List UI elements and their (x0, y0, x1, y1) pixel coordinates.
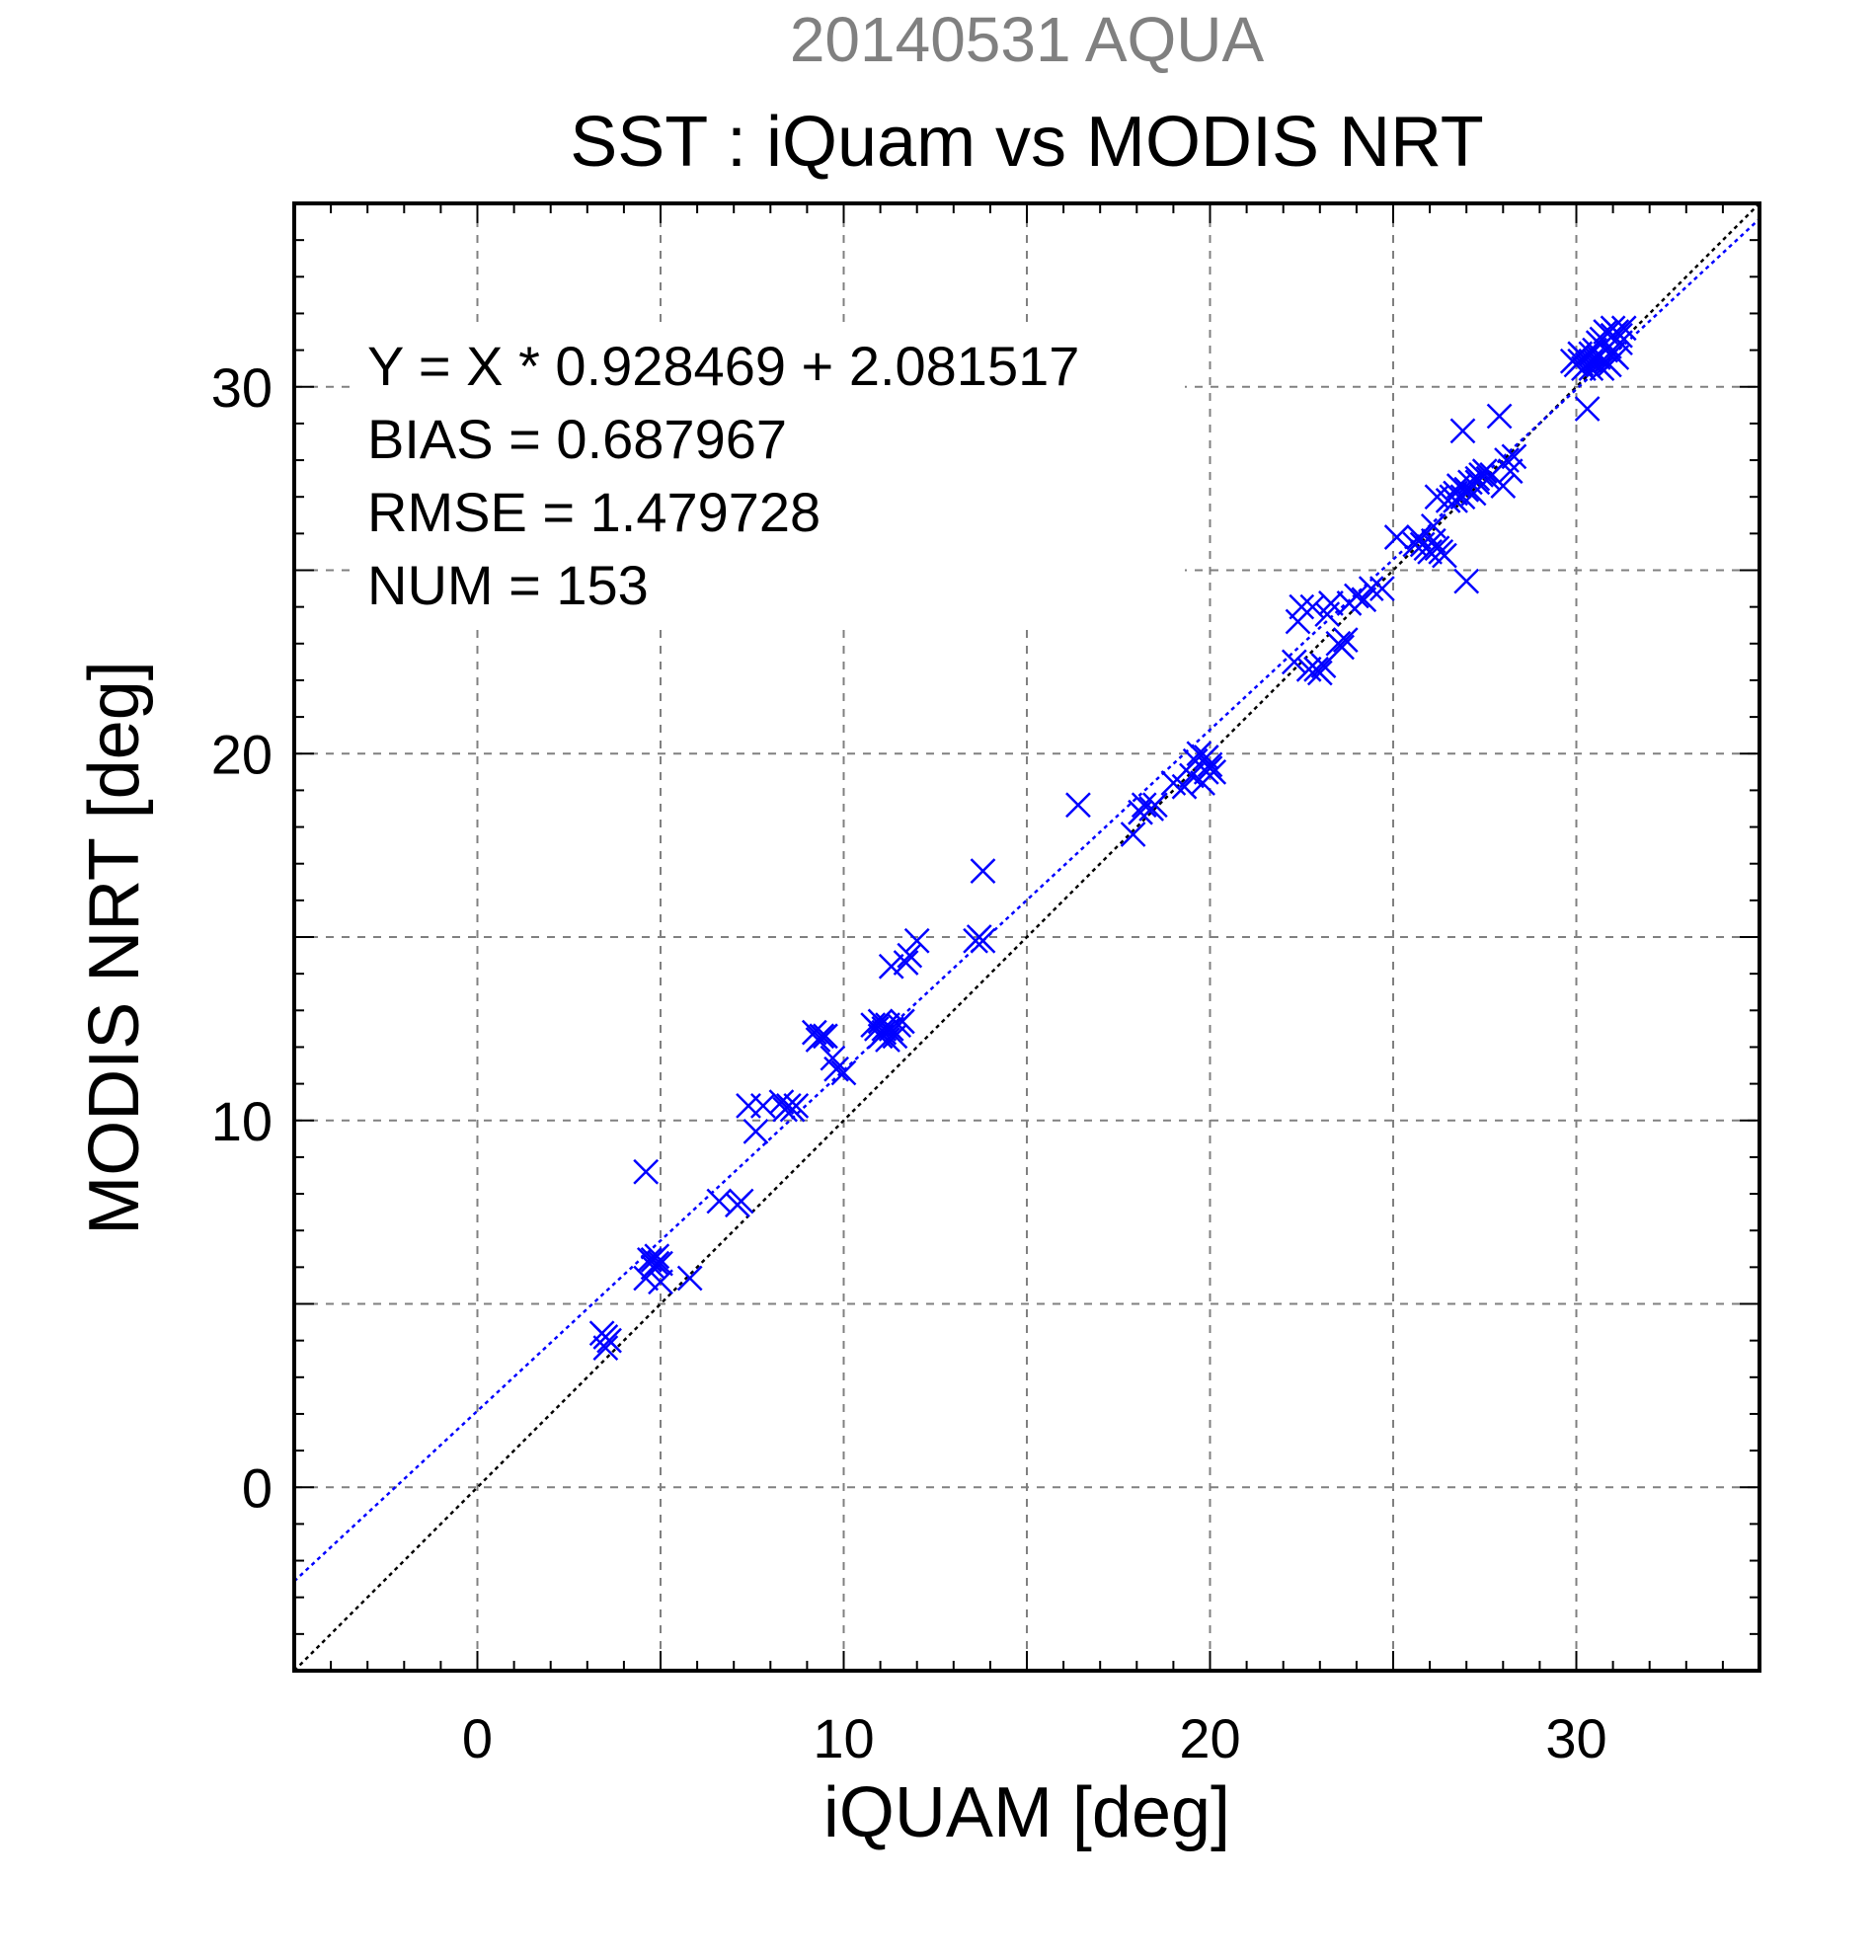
data-point (749, 1093, 776, 1119)
x-tick-label: 10 (813, 1707, 874, 1769)
data-point (1464, 469, 1491, 496)
data-point (1443, 488, 1468, 513)
data-point (706, 1188, 733, 1215)
bias-text: BIAS = 0.687967 (367, 408, 787, 470)
y-axis-label: MODIS NRT [deg] (75, 661, 154, 1235)
y-tick-label: 0 (242, 1456, 273, 1519)
data-point (743, 1119, 769, 1144)
data-point (970, 927, 996, 954)
data-point (1368, 576, 1395, 601)
data-point (893, 950, 919, 976)
data-point (1358, 576, 1384, 601)
stats-annotation: Y = X * 0.928469 + 2.081517 BIAS = 0.687… (355, 328, 1185, 628)
data-point (823, 1056, 849, 1082)
data-point (1141, 792, 1168, 819)
data-point (875, 1027, 900, 1053)
y-tick-label: 10 (211, 1090, 273, 1152)
data-point (736, 1093, 761, 1119)
data-point (768, 1089, 795, 1116)
y-tick-label: 20 (211, 723, 273, 785)
chart-title: SST : iQuam vs MODIS NRT (570, 103, 1484, 182)
data-point (1351, 587, 1377, 613)
data-point (1600, 315, 1626, 342)
data-point (1603, 345, 1630, 370)
fit-equation-text: Y = X * 0.928469 + 2.081517 (367, 335, 1079, 397)
data-point (1497, 458, 1524, 485)
reference-lines (293, 202, 1760, 1672)
data-point (1289, 593, 1315, 620)
data-point (1420, 527, 1446, 554)
data-point (728, 1188, 754, 1215)
data-point (783, 1093, 810, 1119)
data-point (1197, 751, 1223, 778)
data-point (903, 927, 930, 954)
data-point (1281, 649, 1307, 675)
data-points (588, 315, 1637, 1361)
data-point (648, 1269, 673, 1295)
data-point (1449, 418, 1476, 444)
data-point (1453, 568, 1480, 594)
data-point (1179, 762, 1205, 789)
data-point (1344, 583, 1369, 609)
data-point (897, 942, 923, 969)
data-point (640, 1247, 666, 1273)
data-point (1065, 792, 1091, 819)
plot-frame (292, 201, 1761, 1673)
data-point (1306, 660, 1333, 686)
chart-subtitle: 20140531 AQUA (790, 4, 1265, 75)
data-point (1578, 348, 1604, 374)
data-point (1593, 337, 1619, 363)
data-point (1432, 542, 1457, 569)
data-point (970, 858, 996, 885)
data-point (1120, 822, 1146, 847)
data-point (878, 953, 904, 980)
axis-ticks: 0 10 20 30 0 10 20 30 (211, 202, 1760, 1769)
data-point (830, 1059, 857, 1086)
data-point (1332, 627, 1359, 653)
x-axis-label: iQUAM [deg] (823, 1773, 1230, 1852)
data-point (1201, 758, 1227, 785)
x-tick-label: 0 (462, 1707, 493, 1769)
data-point (809, 1023, 835, 1050)
data-point (1607, 330, 1633, 356)
x-tick-label: 20 (1179, 1707, 1240, 1769)
data-point (676, 1265, 703, 1292)
identity-line (293, 202, 1760, 1672)
data-point (1383, 524, 1410, 550)
data-point (592, 1335, 619, 1361)
data-point (1486, 403, 1513, 430)
data-point (889, 1008, 915, 1035)
data-point (1610, 315, 1637, 342)
data-point (633, 1158, 660, 1185)
rmse-text: RMSE = 1.479728 (367, 481, 821, 543)
num-text: NUM = 153 (367, 554, 649, 616)
data-point (648, 1250, 673, 1277)
data-point (1490, 473, 1517, 499)
data-point (1131, 792, 1157, 819)
fit-line (293, 217, 1760, 1583)
data-point (1501, 443, 1527, 470)
data-point (1406, 524, 1432, 550)
annotation-background (355, 328, 1185, 628)
data-point (813, 1023, 838, 1050)
data-point (1318, 590, 1344, 616)
x-tick-label: 30 (1545, 1707, 1606, 1769)
data-point (1329, 634, 1355, 661)
data-point (596, 1327, 622, 1354)
data-point (1574, 396, 1601, 422)
y-tick-label: 30 (211, 356, 273, 419)
